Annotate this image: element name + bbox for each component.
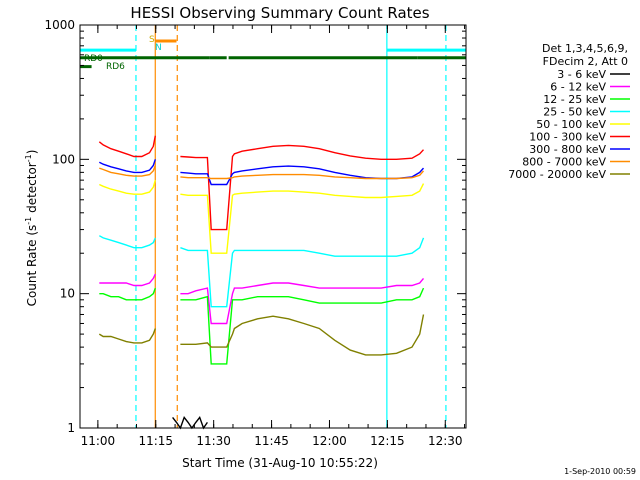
x-tick-label: 11:30 (196, 434, 231, 448)
x-tick-label: 12:15 (370, 434, 405, 448)
y-axis-label: Count Rate (s-1 detector-1) (24, 150, 39, 307)
x-tick-label: 11:00 (81, 434, 116, 448)
series-line-2 (99, 273, 425, 325)
plot-frame (79, 24, 467, 429)
x-tick-label: 12:30 (428, 434, 463, 448)
flag-label-s: S (149, 35, 155, 45)
legend-label-9: 7000 - 20000 keV (508, 168, 606, 181)
legend-label-1: 3 - 6 keV (557, 68, 606, 81)
flag-label-n: N (155, 43, 162, 53)
flag-label-rd0: RD0 (84, 54, 103, 64)
plot-area (80, 25, 466, 430)
timestamp: 1-Sep-2010 00:59 (564, 467, 636, 476)
x-tick-label: 11:45 (254, 434, 289, 448)
flag-label-rd6: RD6 (106, 62, 125, 72)
x-axis-label: Start Time (31-Aug-10 10:55:22) (182, 456, 378, 470)
x-axis: 11:00 11:15 11:30 11:45 12:00 12:15 12:30 (81, 25, 466, 448)
legend-label-6: 100 - 300 keV (529, 131, 606, 144)
legend-label-2: 6 - 12 keV (550, 81, 606, 94)
series-line-1 (172, 415, 208, 430)
legend-header-2: FDecim 2, Att 0 (543, 55, 628, 68)
series-line-8 (99, 165, 425, 180)
y-tick-label: 100 (52, 152, 75, 166)
y-axis: 1 10 100 1000 (44, 18, 466, 435)
y-tick-label: 1 (67, 421, 75, 435)
series-line-5 (99, 179, 425, 254)
legend-label-5: 50 - 100 keV (536, 118, 606, 131)
legend-label-4: 25 - 50 keV (543, 106, 606, 119)
y-axis-label-sup1: -1 (24, 217, 33, 225)
x-tick-label: 11:15 (138, 434, 173, 448)
y-axis-label-part3: ) (25, 150, 39, 155)
x-tick-label: 12:00 (312, 434, 347, 448)
legend: Det 1,3,4,5,6,9, FDecim 2, Att 0 3 - 6 k… (508, 42, 630, 181)
legend-label-3: 12 - 25 keV (543, 93, 606, 106)
y-tick-label: 10 (60, 287, 75, 301)
series-line-6 (98, 135, 425, 231)
legend-label-7: 300 - 800 keV (529, 143, 606, 156)
chart-title: HESSI Observing Summary Count Rates (130, 4, 429, 22)
y-tick-label: 1000 (44, 18, 75, 32)
series-line-9 (98, 314, 425, 356)
y-axis-label-sup2: -1 (24, 154, 33, 162)
y-axis-label-part2: detector (25, 162, 39, 217)
series-line-4 (98, 235, 425, 308)
legend-label-8: 800 - 7000 keV (522, 156, 606, 169)
series-line-3 (99, 287, 425, 365)
y-axis-label-part1: Count Rate (s (25, 225, 39, 307)
legend-header-1: Det 1,3,4,5,6,9, (542, 42, 628, 55)
